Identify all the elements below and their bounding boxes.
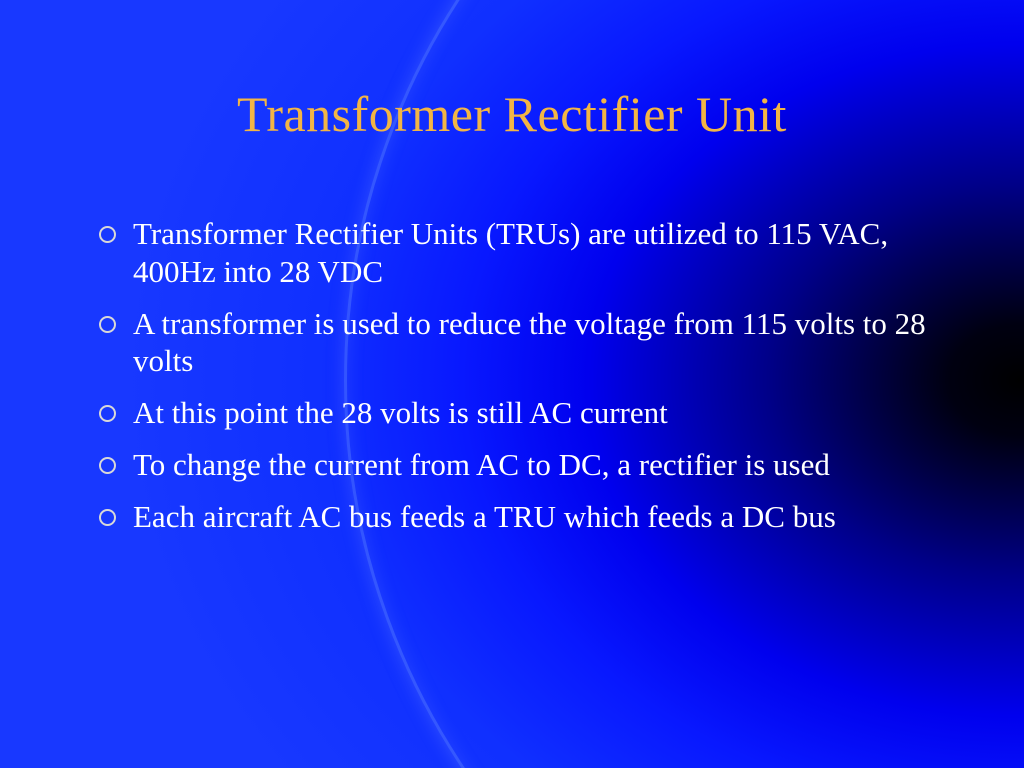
list-item: A transformer is used to reduce the volt… — [95, 305, 964, 381]
slide-body: Transformer Rectifier Units (TRUs) are u… — [95, 215, 964, 550]
bullet-list: Transformer Rectifier Units (TRUs) are u… — [95, 215, 964, 536]
list-item: Each aircraft AC bus feeds a TRU which f… — [95, 498, 964, 536]
list-item: At this point the 28 volts is still AC c… — [95, 394, 964, 432]
slide-title: Transformer Rectifier Unit — [0, 85, 1024, 143]
slide: Transformer Rectifier Unit Transformer R… — [0, 0, 1024, 768]
list-item: To change the current from AC to DC, a r… — [95, 446, 964, 484]
list-item: Transformer Rectifier Units (TRUs) are u… — [95, 215, 964, 291]
